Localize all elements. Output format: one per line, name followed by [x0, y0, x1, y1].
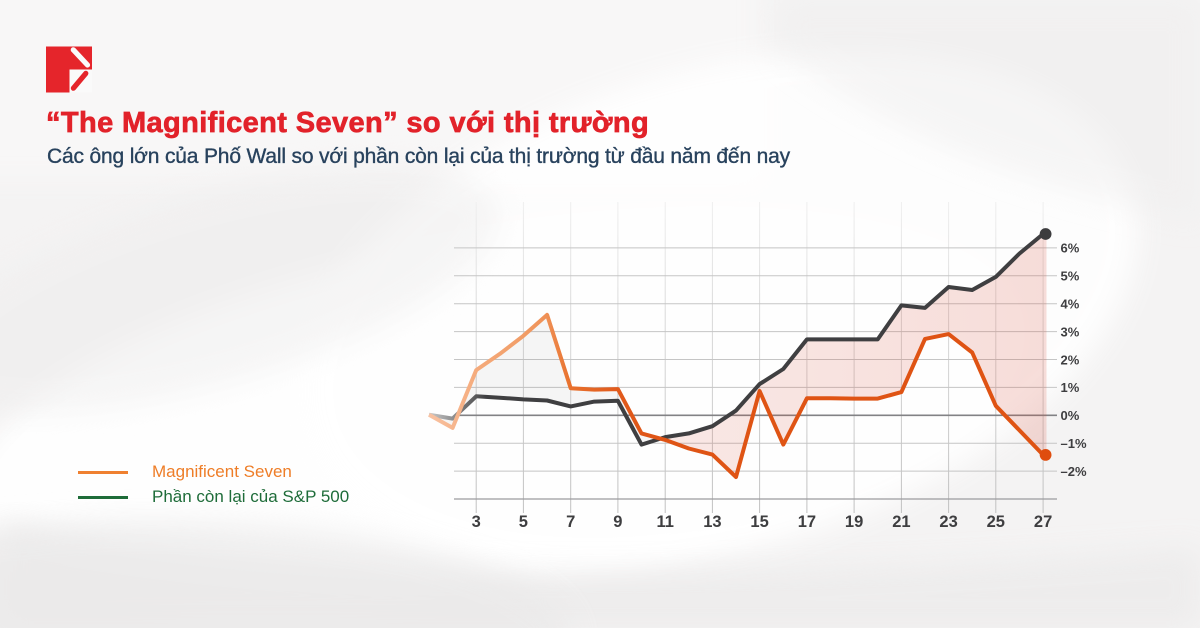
svg-text:3%: 3%	[1061, 324, 1080, 339]
svg-text:5: 5	[519, 513, 528, 531]
svg-text:9: 9	[613, 513, 622, 531]
svg-text:15: 15	[750, 513, 768, 531]
svg-text:5%: 5%	[1061, 269, 1080, 284]
svg-text:11: 11	[656, 513, 673, 531]
svg-text:0%: 0%	[1061, 408, 1080, 423]
svg-text:–1%: –1%	[1061, 436, 1087, 451]
svg-text:6%: 6%	[1061, 241, 1080, 256]
svg-text:3: 3	[472, 513, 481, 531]
svg-text:21: 21	[892, 513, 910, 531]
svg-text:27: 27	[1034, 513, 1052, 531]
svg-text:4%: 4%	[1061, 297, 1080, 312]
svg-text:7: 7	[566, 513, 575, 531]
svg-text:13: 13	[703, 513, 721, 531]
svg-text:19: 19	[845, 513, 863, 531]
svg-text:23: 23	[939, 513, 957, 531]
svg-text:17: 17	[798, 513, 816, 531]
svg-text:1%: 1%	[1061, 380, 1080, 395]
svg-text:–2%: –2%	[1061, 464, 1087, 479]
svg-text:25: 25	[987, 513, 1005, 531]
svg-text:2%: 2%	[1061, 352, 1080, 367]
